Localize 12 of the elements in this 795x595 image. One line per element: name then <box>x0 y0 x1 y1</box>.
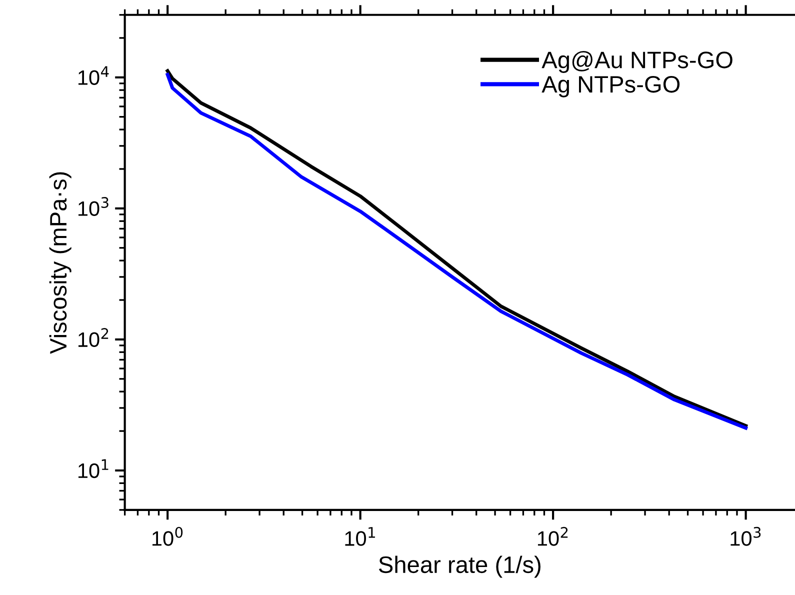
y-tick-label: 10$^{3}$ <box>78 197 108 216</box>
y-tick-label: 10$^{4}$ <box>78 66 109 85</box>
legend-label: Ag@Au NTPs-GO <box>542 50 732 73</box>
y-axis-title: Viscosity (mPa·s) <box>49 172 72 354</box>
x-axis-title: Shear rate (1/s) <box>378 556 540 578</box>
x-tick-label: 10$^{3}$ <box>730 526 761 546</box>
x-tick-label: 10$^{0}$ <box>152 526 183 546</box>
x-tick-label: 10$^{1}$ <box>345 527 375 546</box>
x-tick-label: 10$^{2}$ <box>538 526 568 546</box>
y-tick-label: 10$^{2}$ <box>78 328 108 348</box>
y-tick-label: 10$^{1}$ <box>78 459 108 478</box>
legend-label: Ag NTPs-GO <box>542 76 680 98</box>
